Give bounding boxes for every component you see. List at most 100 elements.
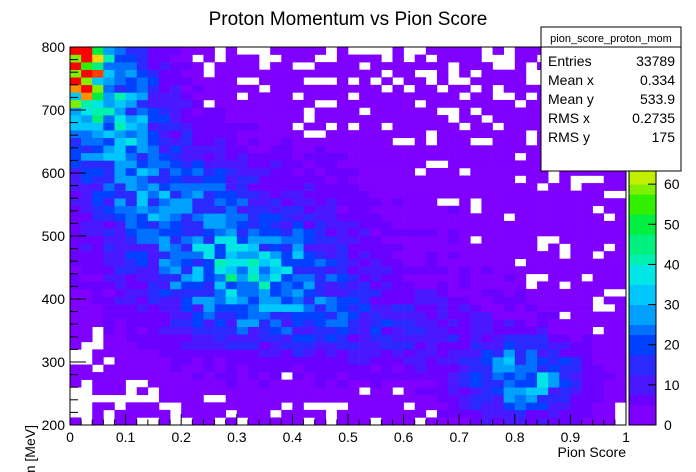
heatmap-cell bbox=[514, 281, 527, 290]
heatmap-cell bbox=[559, 326, 571, 335]
heatmap-cell bbox=[192, 77, 204, 86]
heatmap-cell bbox=[259, 319, 271, 328]
heatmap-cell bbox=[136, 107, 149, 116]
heatmap-cell bbox=[348, 364, 360, 373]
heatmap-cell bbox=[147, 130, 160, 139]
heatmap-cell bbox=[436, 417, 449, 426]
heatmap-cell bbox=[114, 47, 126, 55]
heatmap-cell bbox=[136, 137, 149, 146]
heatmap-cell bbox=[436, 213, 449, 222]
color-scale-band bbox=[629, 224, 656, 235]
heatmap-cell bbox=[303, 251, 315, 259]
heatmap-cell bbox=[203, 266, 215, 275]
heatmap-cell bbox=[136, 349, 149, 358]
heatmap-cell bbox=[336, 220, 349, 229]
heatmap-cell bbox=[414, 175, 427, 184]
color-scale-label: 20 bbox=[664, 337, 680, 353]
heatmap-cell bbox=[370, 288, 382, 297]
heatmap-cell bbox=[281, 47, 293, 55]
heatmap-cell bbox=[259, 205, 271, 214]
heatmap-cell bbox=[592, 402, 605, 411]
heatmap-cell bbox=[592, 356, 605, 365]
heatmap-cell bbox=[470, 99, 482, 108]
heatmap-cell bbox=[525, 107, 538, 116]
heatmap-cell bbox=[448, 190, 460, 199]
heatmap-cell bbox=[325, 198, 338, 207]
heatmap-cell bbox=[158, 273, 171, 282]
heatmap-cell bbox=[348, 62, 360, 70]
heatmap-cell bbox=[303, 266, 315, 275]
heatmap-cell bbox=[225, 92, 238, 101]
heatmap-cell bbox=[170, 266, 182, 275]
heatmap-cell bbox=[348, 160, 360, 169]
heatmap-cell bbox=[392, 236, 404, 244]
heatmap-cell bbox=[414, 341, 427, 350]
heatmap-cell bbox=[436, 258, 449, 267]
heatmap-cell bbox=[147, 311, 160, 320]
heatmap-cell bbox=[514, 213, 527, 222]
heatmap-cell bbox=[170, 311, 182, 320]
heatmap-cell bbox=[448, 152, 460, 161]
heatmap-cell bbox=[414, 243, 427, 252]
heatmap-cell bbox=[470, 296, 482, 305]
heatmap-cell bbox=[225, 137, 238, 146]
heatmap-cell bbox=[147, 356, 160, 365]
heatmap-cell bbox=[81, 205, 93, 214]
heatmap-cell bbox=[70, 311, 82, 320]
heatmap-cell bbox=[81, 311, 93, 320]
heatmap-cell bbox=[103, 62, 115, 70]
heatmap-cell bbox=[170, 137, 182, 146]
heatmap-cell bbox=[181, 175, 193, 184]
heatmap-cell bbox=[359, 190, 371, 199]
heatmap-cell bbox=[548, 258, 560, 267]
heatmap-cell bbox=[603, 409, 616, 418]
heatmap-cell bbox=[70, 77, 82, 86]
heatmap-cell bbox=[348, 167, 360, 176]
heatmap-cell bbox=[381, 258, 393, 267]
heatmap-cell bbox=[381, 99, 393, 108]
heatmap-cell bbox=[270, 349, 282, 358]
heatmap-cell bbox=[147, 213, 160, 222]
heatmap-cell bbox=[136, 122, 149, 131]
heatmap-cell bbox=[514, 372, 527, 380]
heatmap-cell bbox=[392, 69, 404, 78]
heatmap-cell bbox=[270, 99, 282, 108]
heatmap-cell bbox=[370, 190, 382, 199]
heatmap-cell bbox=[259, 228, 271, 237]
heatmap-cell bbox=[559, 288, 571, 297]
heatmap-cell bbox=[503, 228, 516, 237]
heatmap-cell bbox=[381, 266, 393, 275]
heatmap-cell bbox=[192, 387, 204, 396]
heatmap-cell bbox=[570, 394, 582, 403]
heatmap-cell bbox=[247, 145, 260, 154]
heatmap-cell bbox=[192, 69, 204, 78]
heatmap-cell bbox=[592, 258, 605, 267]
heatmap-cell bbox=[548, 341, 560, 350]
heatmap-cell bbox=[303, 213, 315, 222]
heatmap-cell bbox=[392, 62, 404, 70]
heatmap-cell bbox=[348, 409, 360, 418]
heatmap-cell bbox=[414, 160, 427, 169]
heatmap-cell bbox=[192, 84, 204, 93]
heatmap-cell bbox=[314, 160, 327, 169]
heatmap-cell bbox=[425, 115, 438, 123]
heatmap-cell bbox=[70, 304, 82, 312]
heatmap-cell bbox=[214, 326, 226, 335]
heatmap-cell bbox=[359, 394, 371, 403]
heatmap-cell bbox=[214, 115, 226, 123]
heatmap-cell bbox=[425, 251, 438, 259]
heatmap-cell bbox=[325, 190, 338, 199]
heatmap-cell bbox=[448, 54, 460, 63]
heatmap-cell bbox=[292, 167, 304, 176]
heatmap-cell bbox=[503, 160, 516, 169]
heatmap-cell bbox=[225, 190, 238, 199]
heatmap-cell bbox=[81, 175, 93, 184]
heatmap-cell bbox=[370, 54, 382, 63]
heatmap-cell bbox=[581, 319, 593, 328]
heatmap-cell bbox=[348, 145, 360, 154]
heatmap-cell bbox=[103, 69, 115, 78]
heatmap-cell bbox=[336, 387, 349, 396]
heatmap-cell bbox=[147, 198, 160, 207]
heatmap-cell bbox=[214, 296, 226, 305]
